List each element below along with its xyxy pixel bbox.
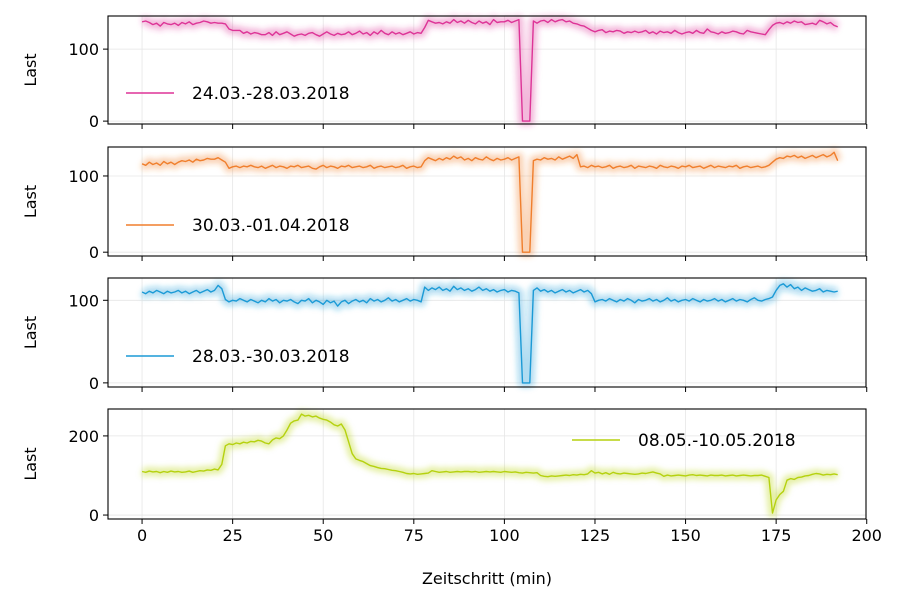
legend-label: 08.05.-10.05.2018	[638, 431, 796, 451]
axes-frame	[107, 15, 867, 125]
y-tick-label: 0	[89, 243, 99, 262]
x-tick-label: 50	[313, 526, 333, 545]
x-tick-label: 75	[404, 526, 424, 545]
subplot-4: 08.05.-10.05.2018 0 200 0 25 50 75 100 125 150 175…	[21, 408, 882, 545]
y-tick-label: 0	[89, 374, 99, 393]
series-glow	[141, 15, 840, 126]
x-tick-label: 0	[137, 526, 147, 545]
subplot-2: 30.03.-01.04.2018 0 100 Last	[21, 146, 868, 262]
y-axis-label: Last	[21, 53, 40, 86]
x-axis-label: Zeitschritt (min)	[422, 569, 552, 588]
y-axis-label: Last	[21, 185, 40, 218]
x-tick-label: 25	[222, 526, 242, 545]
series-line	[141, 151, 839, 253]
series-line	[141, 283, 838, 384]
x-tick-label: 150	[670, 526, 701, 545]
y-tick-label: 100	[68, 167, 99, 186]
y-axis-label: Last	[21, 447, 40, 480]
x-tick-label: 175	[761, 526, 792, 545]
series-glow	[141, 409, 839, 518]
x-tick-label: 100	[489, 526, 520, 545]
legend-label: 24.03.-28.03.2018	[192, 84, 350, 104]
subplot-1: 24.03.-28.03.2018 0 100 Last	[21, 15, 868, 131]
axes-frame	[107, 146, 867, 257]
legend-label: 30.03.-01.04.2018	[192, 216, 350, 236]
legend-label: 28.03.-30.03.2018	[192, 347, 350, 367]
y-tick-label: 200	[68, 427, 99, 446]
y-tick-label: 0	[89, 506, 99, 525]
y-axis-label: Last	[21, 316, 40, 349]
series-line	[141, 18, 838, 122]
y-tick-label: 0	[89, 112, 99, 131]
y-tick-label: 100	[68, 40, 99, 59]
x-tick-label: 200	[851, 526, 882, 545]
axes-frame	[107, 408, 867, 520]
subplot-3: 28.03.-30.03.2018 0 100 Last	[21, 277, 868, 393]
axes-frame	[107, 277, 867, 388]
series-line	[141, 413, 838, 514]
x-tick-label: 125	[580, 526, 611, 545]
y-tick-label: 100	[68, 291, 99, 310]
